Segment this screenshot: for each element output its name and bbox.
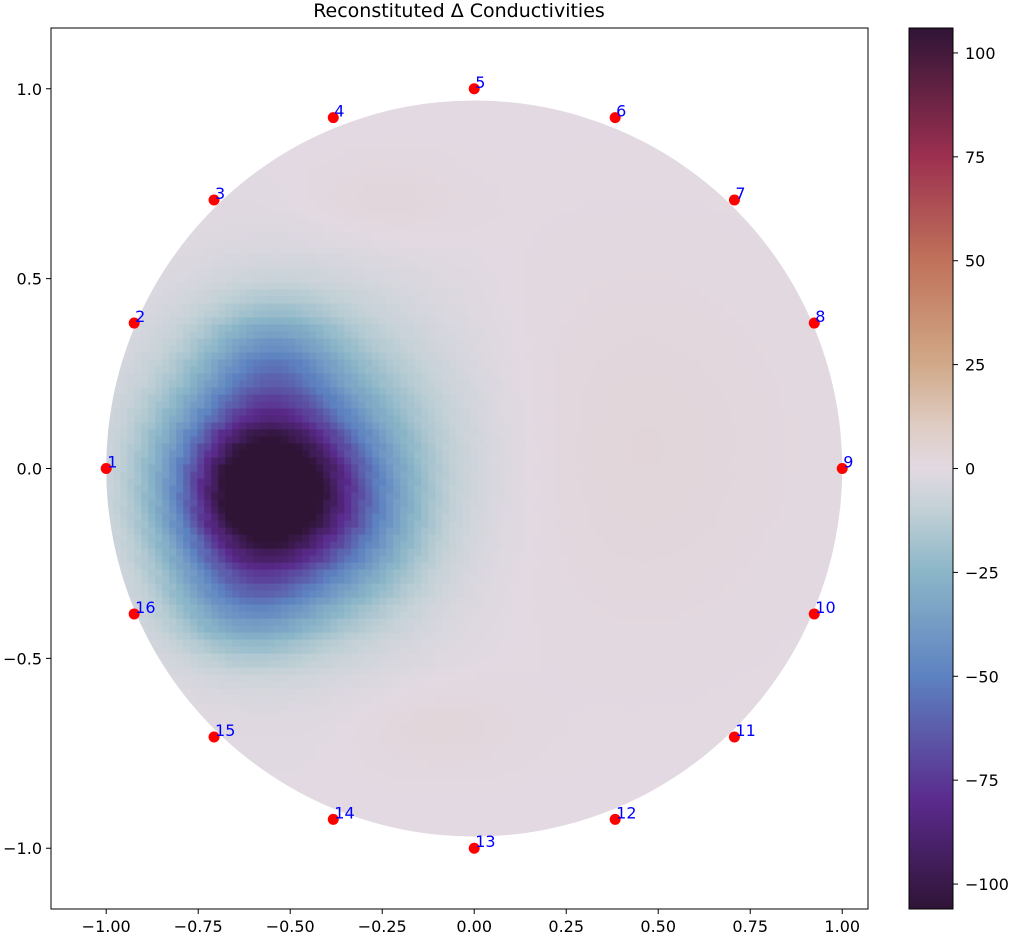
electrode-label: 7 bbox=[735, 184, 745, 203]
x-tick-label: −0.50 bbox=[266, 917, 315, 936]
electrode-marker bbox=[728, 194, 740, 206]
electrode-marker bbox=[208, 194, 220, 206]
colorbar-gradient bbox=[908, 27, 954, 910]
electrode-marker bbox=[808, 608, 820, 620]
conductivity-heatmap bbox=[106, 100, 843, 837]
electrode-marker bbox=[208, 731, 220, 743]
colorbar-tick-label: 0 bbox=[965, 460, 975, 479]
x-tick-label: 0.25 bbox=[548, 917, 584, 936]
y-tick-label: −0.5 bbox=[3, 649, 42, 668]
electrode-label: 4 bbox=[334, 102, 344, 121]
colorbar-tick-label: −50 bbox=[965, 667, 999, 686]
colorbar-tick-label: −25 bbox=[965, 563, 999, 582]
plot-area: −1.00 −0.75 −0.50 −0.25 0.00 0.25 0.50 0.75 1.00… bbox=[3, 27, 869, 936]
colorbar-tick-label: 50 bbox=[965, 252, 985, 271]
x-tick-label: 1.00 bbox=[824, 917, 860, 936]
electrode-label: 10 bbox=[815, 598, 835, 617]
y-tick-label: 0.0 bbox=[17, 460, 42, 479]
electrode-label: 3 bbox=[215, 184, 225, 203]
y-tick-label: 1.0 bbox=[17, 80, 42, 99]
electrode-marker bbox=[100, 463, 112, 474]
electrode-marker bbox=[808, 317, 820, 329]
electrode-label: 13 bbox=[475, 832, 495, 851]
electrode-marker bbox=[836, 463, 848, 474]
x-tick-label: 0.00 bbox=[456, 917, 492, 936]
x-tick-label: 0.50 bbox=[640, 917, 676, 936]
electrode-label: 9 bbox=[843, 453, 853, 472]
y-tick-label: −1.0 bbox=[3, 839, 42, 858]
electrode-marker bbox=[327, 112, 339, 124]
electrode-label: 1 bbox=[107, 453, 117, 472]
electrode-marker bbox=[468, 842, 480, 854]
electrode-label: 8 bbox=[815, 307, 825, 326]
colorbar: 100 75 50 25 0 −25 −50 −75 −100 bbox=[908, 27, 1009, 910]
electrode-marker bbox=[609, 813, 621, 825]
electrode-label: 2 bbox=[135, 307, 145, 326]
electrode-label: 11 bbox=[735, 721, 755, 740]
colorbar-tick-label: 25 bbox=[965, 356, 985, 375]
electrode-marker bbox=[128, 317, 140, 329]
x-tick-label: −0.75 bbox=[174, 917, 223, 936]
electrode-marker bbox=[468, 83, 480, 95]
electrode-label: 15 bbox=[215, 721, 235, 740]
electrode-label: 14 bbox=[334, 803, 354, 822]
electrode-marker bbox=[327, 813, 339, 825]
electrode-marker bbox=[609, 112, 621, 124]
chart-title: Reconstituted Δ Conductivities bbox=[313, 0, 605, 22]
colorbar-tick-label: 100 bbox=[965, 44, 996, 63]
x-tick-label: 0.75 bbox=[732, 917, 768, 936]
electrode-label: 6 bbox=[616, 102, 626, 121]
colorbar-tick-label: −75 bbox=[965, 771, 999, 790]
y-tick-label: 0.5 bbox=[17, 270, 42, 289]
electrode-label: 12 bbox=[616, 803, 636, 822]
colorbar-tick-label: 75 bbox=[965, 148, 985, 167]
x-tick-label: −0.25 bbox=[358, 917, 407, 936]
electrode-label: 16 bbox=[135, 598, 155, 617]
electrode-marker bbox=[128, 608, 140, 620]
colorbar-tick-label: −100 bbox=[965, 875, 1009, 894]
electrode-marker bbox=[728, 731, 740, 743]
electrode-label: 5 bbox=[475, 73, 485, 92]
x-tick-label: −1.00 bbox=[82, 917, 131, 936]
